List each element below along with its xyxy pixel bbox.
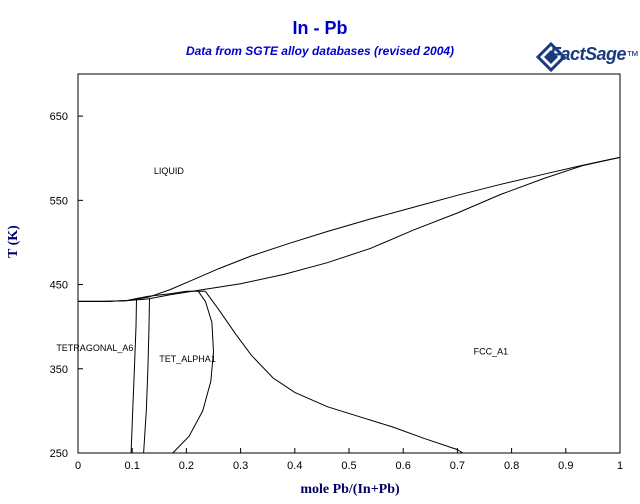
x-tick-label: 0.9	[558, 460, 573, 472]
phase-boundary-line-7	[204, 291, 464, 454]
region-label: TETRAGONAL_A6	[56, 343, 133, 353]
x-axis-label: mole Pb/(In+Pb)	[300, 482, 400, 497]
phase-boundary-line-6	[172, 291, 215, 454]
phase-boundary-line-5	[143, 298, 150, 454]
phase-boundary-line-3	[78, 290, 206, 302]
y-tick-label: 450	[50, 280, 68, 292]
y-tick-label: 650	[50, 111, 68, 123]
phase-boundary-line-4	[130, 298, 137, 454]
x-tick-label: 0.1	[125, 460, 140, 472]
phase-boundary-line-2	[78, 156, 621, 302]
logo-text: FactSage™	[550, 44, 639, 65]
region-label: TET_ALPHA1	[159, 354, 216, 364]
logo-trademark: ™	[626, 48, 639, 63]
factsage-logo: FactSage™	[536, 40, 639, 74]
logo-mark-icon	[536, 42, 566, 72]
plot-frame	[77, 73, 621, 454]
logo-brand: FactSage	[550, 44, 627, 64]
x-tick-label: 0.5	[341, 460, 356, 472]
x-tick-label: 0.6	[396, 460, 411, 472]
region-label: LIQUID	[154, 166, 185, 176]
chart-subtitle: Data from SGTE alloy databases (revised …	[185, 44, 455, 58]
y-tick-label: 250	[50, 448, 68, 460]
y-tick-label: 350	[50, 364, 68, 376]
x-tick-label: 0.4	[287, 460, 302, 472]
x-tick-label: 0	[75, 460, 81, 472]
x-tick-label: 1	[617, 460, 623, 472]
x-tick-label: 0.3	[233, 460, 248, 472]
x-tick-label: 0.8	[504, 460, 519, 472]
chart-title: In - Pb	[292, 18, 348, 38]
y-axis-label: T (K)	[6, 225, 21, 258]
x-tick-label: 0.2	[179, 460, 194, 472]
y-tick-label: 550	[50, 195, 68, 207]
x-tick-label: 0.7	[450, 460, 465, 472]
phase-boundary-line-1	[78, 156, 621, 302]
region-label: FCC_A1	[474, 346, 509, 356]
